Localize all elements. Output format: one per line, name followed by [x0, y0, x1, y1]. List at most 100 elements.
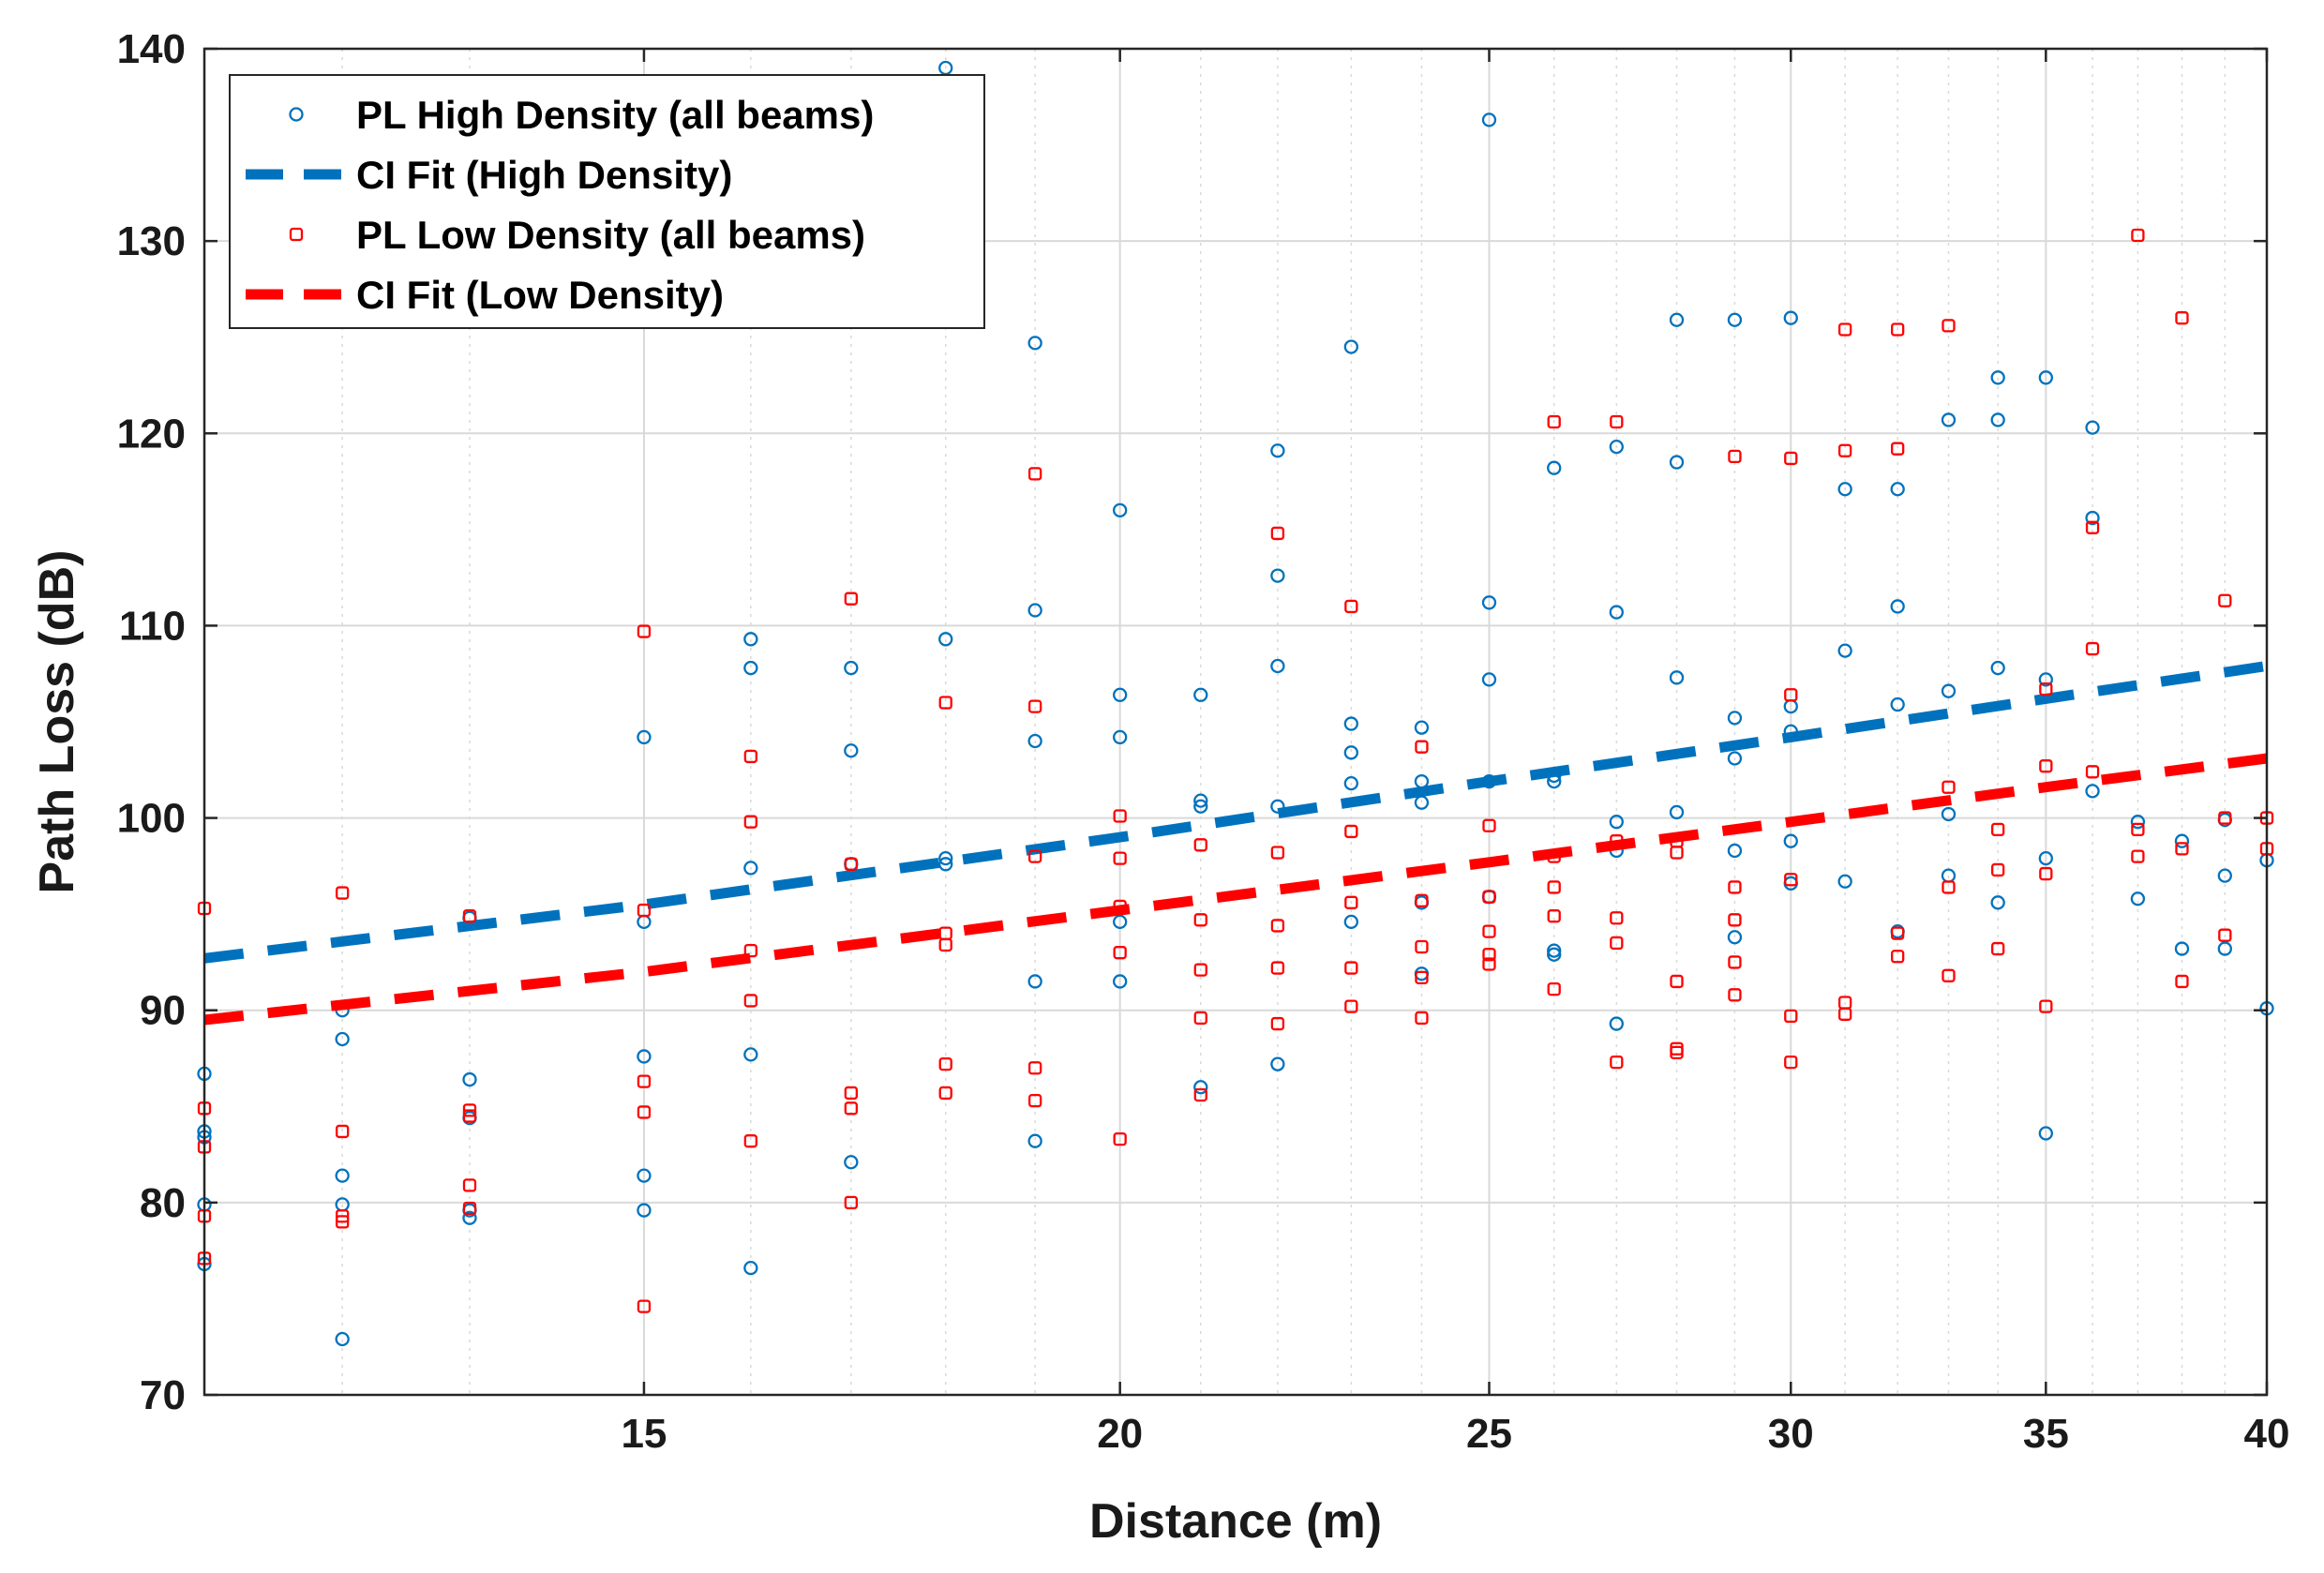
data-point: [743, 1047, 758, 1062]
data-point: [1027, 603, 1042, 618]
y-tick-label: 70: [140, 1372, 186, 1418]
data-point: [1027, 849, 1042, 863]
y-tick-label: 110: [119, 603, 186, 649]
data-point: [1113, 502, 1128, 517]
legend-circle-marker: [289, 107, 304, 122]
data-point: [1193, 1011, 1207, 1026]
data-point: [743, 943, 757, 958]
data-point: [1784, 451, 1798, 466]
data-point: [462, 1210, 477, 1225]
data-point: [1547, 880, 1561, 894]
data-point: [938, 851, 953, 866]
data-point: [938, 857, 953, 872]
data-point: [743, 632, 758, 647]
data-point: [1990, 660, 2005, 676]
data-point: [1193, 793, 1208, 808]
data-point: [1670, 1045, 1684, 1059]
data-point: [1837, 322, 1852, 337]
data-point: [2038, 851, 2053, 866]
data-point: [1270, 799, 1285, 814]
data-point: [1942, 780, 1956, 794]
data-point: [2039, 759, 2053, 773]
data-point: [1727, 843, 1743, 859]
data-point: [1481, 595, 1497, 610]
data-point: [1027, 699, 1042, 713]
data-point: [2218, 928, 2232, 942]
data-point: [743, 1134, 757, 1148]
data-point: [1482, 890, 1496, 904]
data-point: [637, 1074, 652, 1088]
data-point: [1837, 874, 1852, 889]
data-point: [1193, 687, 1208, 702]
y-tick-label: 90: [140, 988, 186, 1034]
data-point: [1609, 439, 1624, 455]
data-point: [1610, 936, 1624, 951]
legend-label: CI Fit (Low Density): [356, 273, 724, 317]
data-point: [2038, 370, 2053, 385]
data-point: [1113, 974, 1128, 989]
data-point: [462, 1178, 477, 1192]
data-point: [1991, 862, 2005, 877]
data-point: [1610, 414, 1624, 429]
data-point: [335, 1031, 350, 1047]
data-point: [462, 1071, 477, 1087]
data-point: [2131, 228, 2145, 243]
data-point: [743, 815, 757, 829]
data-point: [1783, 833, 1798, 848]
data-point: [1837, 482, 1852, 497]
data-point: [1891, 322, 1905, 337]
data-point: [1727, 711, 1743, 726]
data-point: [844, 660, 859, 676]
data-point: [1941, 683, 1957, 698]
data-point: [1942, 319, 1956, 333]
y-tick-label: 100: [117, 796, 186, 842]
data-point: [462, 1109, 477, 1123]
data-point: [1027, 336, 1042, 351]
fit-line: [203, 661, 2268, 964]
data-point: [844, 857, 858, 871]
axes-frame: [202, 47, 2269, 1397]
data-point: [743, 1260, 758, 1276]
series-ci-fit-high-density: [203, 661, 2268, 964]
data-point: [1113, 1132, 1127, 1146]
data-point: [938, 696, 952, 710]
data-point: [1027, 1061, 1042, 1075]
data-point: [1270, 526, 1285, 541]
data-point: [1027, 467, 1042, 481]
data-point: [1837, 643, 1852, 658]
data-point: [1942, 880, 1956, 894]
legend-square-marker: [289, 227, 304, 242]
y-tick-label: 140: [117, 26, 186, 72]
data-point: [1193, 799, 1208, 814]
data-point: [2175, 974, 2189, 989]
data-point: [1890, 599, 1905, 614]
data-point: [1990, 412, 2005, 427]
series-ci-fit-low-density: [203, 753, 2268, 1026]
data-point: [1837, 1007, 1852, 1021]
data-point: [1891, 442, 1905, 456]
data-point: [1890, 482, 1905, 497]
data-point: [1547, 943, 1562, 958]
data-point: [336, 886, 350, 900]
data-point: [1728, 880, 1742, 894]
data-point: [1113, 946, 1127, 960]
fit-line: [203, 753, 2268, 1026]
data-point: [1669, 312, 1685, 327]
data-point: [1027, 1093, 1042, 1108]
data-point: [1728, 988, 1742, 1002]
data-point: [1609, 1016, 1624, 1031]
data-point: [1481, 112, 1497, 127]
x-tick-label: 35: [2023, 1411, 2069, 1457]
data-point: [462, 909, 477, 923]
data-point: [2175, 311, 2189, 325]
data-point: [2174, 833, 2190, 848]
series-pl-low-density-all-beams: [197, 228, 2274, 1313]
x-axis-title: Distance (m): [1089, 1494, 1382, 1549]
data-point: [2085, 641, 2100, 656]
data-point: [1343, 716, 1358, 731]
data-point: [1027, 1133, 1042, 1148]
data-point: [1728, 913, 1742, 927]
data-point: [2085, 765, 2100, 779]
x-tick-label: 40: [2244, 1411, 2290, 1457]
